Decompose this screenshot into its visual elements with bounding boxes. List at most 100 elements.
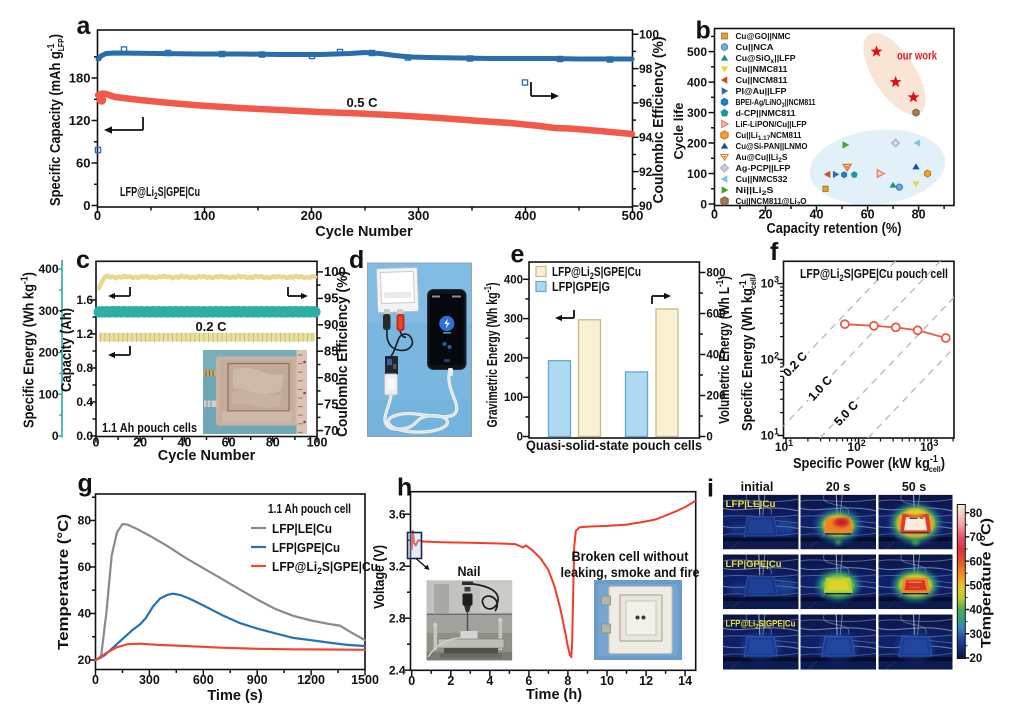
svg-text:PI@Au||LFP: PI@Au||LFP: [736, 87, 788, 96]
svg-text:60: 60: [970, 556, 983, 568]
svg-text:Temperature (°C): Temperature (°C): [979, 518, 994, 648]
svg-text:Time (h): Time (h): [526, 687, 582, 703]
svg-text:75: 75: [324, 397, 338, 412]
svg-text:200: 200: [504, 353, 523, 365]
svg-text:0: 0: [83, 198, 90, 213]
svg-text:0: 0: [408, 674, 415, 688]
svg-text:600: 600: [706, 309, 725, 321]
svg-text:Ag-PCP||LFP: Ag-PCP||LFP: [736, 164, 792, 173]
svg-text:400: 400: [515, 208, 537, 223]
svg-text:2.8: 2.8: [389, 611, 406, 625]
svg-text:0: 0: [711, 208, 718, 222]
svg-text:g: g: [78, 470, 93, 498]
svg-text:LiF-LiPON/Cu||LFP: LiF-LiPON/Cu||LFP: [736, 120, 808, 129]
svg-text:14: 14: [678, 674, 692, 688]
svg-text:70: 70: [324, 423, 338, 438]
svg-text:Ni||Li2S: Ni||Li 2S: [736, 186, 775, 197]
svg-text:500: 500: [622, 208, 644, 223]
svg-text:200: 200: [301, 208, 323, 223]
svg-text:80: 80: [912, 208, 926, 222]
svg-text:Cu||NCA: Cu||NCA: [736, 43, 774, 52]
svg-text:LFP@Li2S|GPE|Cu: LFP@Li2S|GPE|Cu: [552, 265, 641, 281]
svg-text:400: 400: [504, 274, 523, 286]
svg-text:Volumetric Energy (Wh L-1): Volumetric Energy (Wh L-1): [715, 276, 733, 424]
svg-text:0: 0: [94, 208, 101, 223]
svg-text:8: 8: [564, 674, 571, 688]
svg-text:0: 0: [700, 197, 707, 211]
svg-text:900: 900: [247, 673, 268, 687]
svg-text:1200: 1200: [297, 673, 325, 687]
svg-text:92: 92: [639, 165, 653, 179]
svg-text:300: 300: [139, 673, 160, 687]
svg-text:1500: 1500: [351, 673, 379, 687]
svg-text:Cu||NMC532: Cu||NMC532: [736, 175, 788, 184]
svg-text:LFP|LE|Cu: LFP|LE|Cu: [272, 522, 332, 536]
svg-text:120: 120: [69, 113, 91, 128]
svg-text:i: i: [707, 475, 714, 503]
svg-text:LFP@Li2S|GPE|Cu pouch cell: LFP@Li2S|GPE|Cu pouch cell: [800, 267, 948, 283]
svg-text:f: f: [770, 238, 779, 266]
svg-text:40: 40: [970, 605, 983, 617]
svg-text:400: 400: [706, 350, 725, 362]
svg-text:0: 0: [517, 432, 523, 444]
svg-text:300: 300: [687, 106, 707, 120]
svg-text:60: 60: [861, 208, 875, 222]
svg-text:Coulombic Efficiency (%): Coulombic Efficiency (%): [650, 37, 667, 204]
svg-text:Specific Capacity (mAh g-1LFP): Specific Capacity (mAh g-1LFP): [46, 34, 66, 206]
svg-text:Cu||NMC811: Cu||NMC811: [736, 65, 788, 74]
svg-text:Cycle life: Cycle life: [671, 102, 686, 159]
svg-text:60: 60: [78, 560, 92, 574]
svg-text:80: 80: [324, 370, 338, 385]
svg-text:300: 300: [504, 314, 523, 326]
svg-text:1.2: 1.2: [76, 327, 93, 341]
svg-text:94: 94: [639, 131, 653, 145]
svg-text:LFP|GPE|Cu: LFP|GPE|Cu: [272, 541, 340, 555]
svg-text:Coulombic Efficiency (%): Coulombic Efficiency (%): [334, 271, 351, 437]
svg-text:10: 10: [600, 674, 614, 688]
svg-text:400: 400: [38, 262, 58, 276]
svg-text:20: 20: [970, 653, 983, 665]
svg-text:our work: our work: [897, 51, 937, 63]
svg-text:LFP|LE|Cu: LFP|LE|Cu: [726, 499, 776, 510]
svg-text:300: 300: [408, 208, 430, 223]
svg-text:100: 100: [194, 208, 216, 223]
svg-text:85: 85: [324, 344, 338, 359]
svg-text:2: 2: [447, 674, 454, 688]
svg-text:20 s: 20 s: [826, 480, 850, 494]
svg-text:2.4: 2.4: [389, 663, 406, 677]
svg-text:0.4: 0.4: [76, 395, 93, 409]
svg-text:100: 100: [639, 27, 659, 41]
svg-text:20: 20: [133, 436, 147, 450]
svg-text:100: 100: [324, 264, 346, 279]
svg-text:Capacity (Ah): Capacity (Ah): [58, 308, 75, 392]
svg-text:90: 90: [324, 317, 338, 332]
svg-text:100: 100: [504, 392, 523, 404]
svg-text:30: 30: [970, 629, 983, 641]
svg-text:100: 100: [38, 387, 58, 401]
svg-text:leaking, smoke and fire: leaking, smoke and fire: [561, 565, 700, 580]
svg-text:Specific Power (kW kg-1cell): Specific Power (kW kg-1 cell): [793, 454, 945, 474]
svg-text:0.0: 0.0: [76, 429, 93, 443]
svg-text:0.8: 0.8: [76, 361, 93, 375]
svg-text:0: 0: [92, 673, 99, 687]
svg-text:Cycle Number: Cycle Number: [315, 224, 413, 240]
svg-text:b: b: [696, 17, 711, 45]
svg-text:80: 80: [266, 436, 280, 450]
svg-text:20: 20: [78, 653, 92, 667]
svg-text:Cu||NCM811@Li2O: Cu||NCM811@Li2O: [736, 197, 808, 208]
svg-text:Cu@GO||NMC: Cu@GO||NMC: [736, 32, 791, 41]
svg-text:80: 80: [970, 508, 983, 520]
svg-text:800: 800: [706, 268, 725, 280]
svg-text:Nail: Nail: [458, 564, 481, 579]
svg-text:60: 60: [76, 156, 90, 171]
svg-text:Specific Energy (Wh kg-1): Specific Energy (Wh kg-1): [20, 272, 38, 428]
svg-text:12: 12: [639, 674, 653, 688]
svg-text:0.2 C: 0.2 C: [195, 319, 227, 334]
svg-text:300: 300: [38, 304, 58, 318]
svg-text:d-CP||NMC811: d-CP||NMC811: [736, 109, 796, 118]
svg-text:LFP@Li2S|GPE|Cu: LFP@Li2S|GPE|Cu: [272, 560, 378, 576]
svg-text:Time (s): Time (s): [207, 688, 263, 704]
svg-text:180: 180: [69, 71, 91, 86]
svg-text:600: 600: [193, 673, 214, 687]
svg-text:200: 200: [687, 136, 707, 150]
